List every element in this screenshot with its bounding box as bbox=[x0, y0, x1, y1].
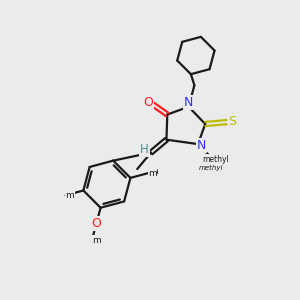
Text: methyl: methyl bbox=[202, 155, 229, 164]
Text: m: m bbox=[149, 167, 158, 176]
Text: m: m bbox=[154, 171, 155, 172]
Text: O: O bbox=[143, 96, 153, 110]
Text: m: m bbox=[148, 169, 157, 178]
Text: N: N bbox=[184, 96, 193, 110]
Text: m: m bbox=[66, 191, 74, 200]
Text: m: m bbox=[92, 236, 101, 245]
Text: H: H bbox=[140, 143, 149, 156]
Text: O: O bbox=[92, 217, 101, 230]
Text: N: N bbox=[197, 139, 206, 152]
Text: methyl: methyl bbox=[199, 165, 223, 171]
Text: S: S bbox=[229, 115, 236, 128]
